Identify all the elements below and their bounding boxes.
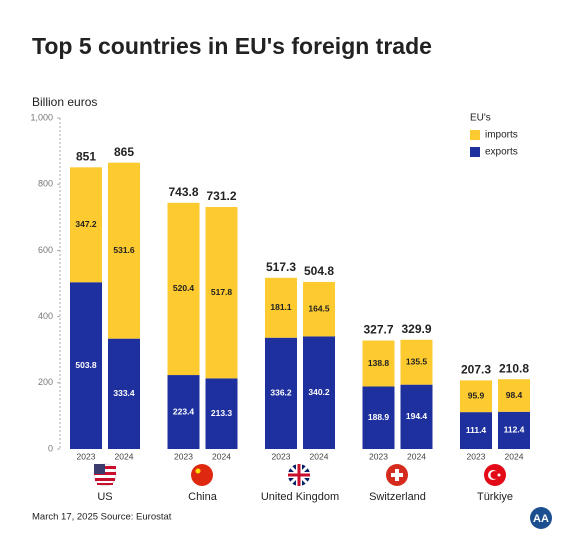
value-label: 503.8 <box>75 360 97 370</box>
svg-text:AA: AA <box>533 513 549 525</box>
year-label: 2024 <box>115 451 134 461</box>
bar-segment <box>167 375 200 449</box>
flag-china <box>191 464 213 486</box>
flag-switzerland <box>386 464 408 486</box>
legend-title: EU's <box>470 113 491 124</box>
bar-segment <box>303 336 335 449</box>
bar-segment <box>498 411 530 449</box>
y-tick-label: 1,000 <box>30 112 53 122</box>
category-label: China <box>188 491 218 503</box>
total-label: 207.3 <box>461 363 491 377</box>
value-label: 531.6 <box>113 245 135 255</box>
chart-title: Top 5 countries in EU's foreign trade <box>32 33 432 59</box>
bar-segment <box>460 412 492 449</box>
category-label: Türkiye <box>477 491 513 503</box>
value-label: 347.2 <box>75 219 97 229</box>
bar-segment <box>205 378 238 449</box>
year-label: 2023 <box>174 451 193 461</box>
category-label: Switzerland <box>369 491 426 503</box>
y-axis-label: Billion euros <box>32 95 97 109</box>
value-label: 517.8 <box>211 287 233 297</box>
total-label: 517.3 <box>266 260 296 274</box>
bar-segment <box>400 384 433 449</box>
footer: March 17, 2025 Source: Eurostat <box>32 512 172 523</box>
total-label: 210.8 <box>499 361 529 375</box>
value-label: 194.4 <box>406 411 428 421</box>
value-label: 223.4 <box>173 406 195 416</box>
total-label: 743.8 <box>168 185 198 199</box>
value-label: 213.3 <box>211 408 233 418</box>
bar-segment <box>205 207 238 379</box>
y-tick-label: 800 <box>38 179 53 189</box>
bar-segment <box>167 202 200 376</box>
value-label: 188.9 <box>368 412 390 422</box>
value-label: 111.4 <box>466 425 487 435</box>
year-label: 2023 <box>77 451 96 461</box>
bar-segment <box>400 339 433 385</box>
bar-segment <box>362 340 395 387</box>
value-label: 95.9 <box>468 391 485 401</box>
category-label: United Kingdom <box>261 491 339 503</box>
value-label: 181.1 <box>270 302 292 312</box>
bar-segment <box>303 281 335 337</box>
total-label: 731.2 <box>206 189 236 203</box>
flag-turkiye <box>484 464 506 486</box>
value-label: 112.4 <box>504 425 525 435</box>
y-tick-label: 200 <box>38 377 53 387</box>
year-label: 2023 <box>272 451 291 461</box>
bar-segment <box>108 338 140 449</box>
value-label: 336.2 <box>270 388 292 398</box>
bar-segment <box>108 162 140 339</box>
bar-segment <box>362 386 395 449</box>
total-label: 327.7 <box>363 323 393 337</box>
bar-segment <box>70 282 102 449</box>
bar-segment <box>460 380 492 413</box>
value-label: 98.4 <box>506 390 523 400</box>
total-label: 504.8 <box>304 264 334 278</box>
value-label: 333.4 <box>113 388 135 398</box>
legend-swatch <box>470 147 480 157</box>
y-tick-label: 0 <box>48 443 53 453</box>
bar-segment <box>498 379 530 412</box>
year-label: 2023 <box>369 451 388 461</box>
category-label: US <box>97 491 112 503</box>
bar-segment <box>265 337 297 449</box>
y-tick-label: 600 <box>38 245 53 255</box>
year-label: 2024 <box>407 451 426 461</box>
flag-us <box>93 463 117 487</box>
year-label: 2024 <box>212 451 231 461</box>
year-label: 2024 <box>310 451 329 461</box>
legend-label: exports <box>485 147 518 158</box>
legend-swatch <box>470 130 480 140</box>
value-label: 520.4 <box>173 283 195 293</box>
bar-segment <box>70 167 102 283</box>
value-label: 135.5 <box>406 356 428 366</box>
legend-label: imports <box>485 130 518 141</box>
flags <box>93 463 506 487</box>
value-label: 340.2 <box>308 387 330 397</box>
year-label: 2023 <box>467 451 486 461</box>
value-label: 138.8 <box>368 358 390 368</box>
flag-uk <box>288 464 310 486</box>
year-label: 2024 <box>505 451 524 461</box>
total-label: 851 <box>76 149 96 163</box>
total-label: 865 <box>114 145 134 159</box>
logo: AA <box>530 507 552 529</box>
y-tick-label: 400 <box>38 311 53 321</box>
bar-segment <box>265 277 297 338</box>
value-label: 164.5 <box>308 303 330 313</box>
total-label: 329.9 <box>401 322 431 336</box>
